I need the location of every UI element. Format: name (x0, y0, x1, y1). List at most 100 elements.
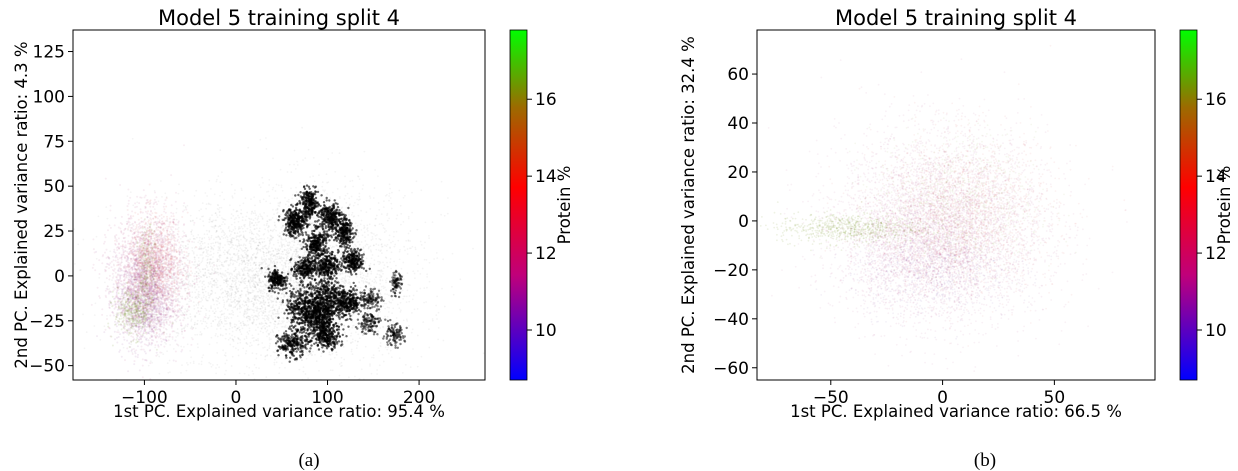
data-point (262, 295, 265, 298)
data-point (416, 290, 418, 293)
data-point (281, 259, 283, 262)
data-point (223, 231, 226, 234)
data-point (343, 336, 346, 339)
data-point (261, 314, 264, 317)
data-point (202, 256, 205, 259)
data-point (380, 276, 382, 279)
data-point (190, 325, 193, 328)
data-point (259, 281, 262, 284)
data-point (331, 369, 334, 372)
data-point (402, 298, 404, 300)
data-point (311, 222, 314, 225)
data-point (388, 217, 390, 220)
data-point (251, 370, 254, 373)
data-point (233, 247, 236, 250)
data-point (254, 281, 257, 284)
data-point (179, 307, 182, 310)
data-point (203, 283, 205, 286)
data-point (229, 277, 232, 280)
data-point (233, 192, 236, 195)
data-point (219, 316, 222, 319)
data-point (269, 267, 272, 270)
data-point (259, 138, 262, 141)
data-point (350, 195, 353, 198)
data-point (210, 365, 213, 368)
data-point (226, 292, 229, 295)
data-point (233, 275, 236, 277)
data-point (258, 230, 261, 233)
data-point (350, 350, 353, 353)
data-point (266, 316, 269, 319)
data-point (235, 236, 238, 239)
data-point (220, 275, 223, 278)
data-point (204, 290, 207, 293)
data-point (195, 304, 198, 306)
data-point (241, 227, 244, 230)
data-point (264, 261, 266, 263)
data-point (262, 288, 265, 291)
data-point (424, 241, 426, 244)
data-point (437, 311, 440, 314)
data-point (196, 323, 199, 325)
data-point (361, 313, 363, 316)
data-point (268, 347, 271, 350)
data-point (214, 225, 217, 228)
data-point (373, 281, 376, 284)
data-point (275, 300, 278, 302)
data-point (357, 175, 359, 178)
data-point (278, 255, 281, 258)
data-point (265, 280, 268, 282)
data-point (210, 254, 213, 256)
data-point (213, 268, 216, 270)
data-point (193, 305, 196, 307)
data-point (207, 269, 210, 272)
data-point (216, 352, 219, 354)
data-point (244, 263, 247, 265)
data-point (269, 354, 272, 357)
data-point (176, 328, 179, 330)
data-point (249, 220, 251, 223)
data-point (341, 272, 344, 275)
data-point (166, 362, 169, 365)
data-point (222, 313, 224, 316)
data-point (343, 331, 346, 334)
data-point (423, 301, 425, 304)
data-point (237, 273, 240, 275)
data-point (380, 289, 382, 291)
data-point (382, 317, 385, 320)
data-point (309, 176, 311, 178)
data-point (192, 360, 195, 363)
data-point (372, 244, 375, 247)
data-point (355, 331, 357, 334)
data-point (190, 320, 193, 322)
data-point (331, 352, 334, 355)
data-point (352, 185, 354, 188)
data-point (307, 148, 310, 151)
data-point (213, 227, 216, 229)
data-point (329, 358, 332, 361)
data-point (373, 278, 376, 281)
data-point (257, 291, 260, 293)
data-point (125, 292, 128, 295)
data-point (205, 255, 208, 257)
data-point (196, 333, 199, 336)
data-point (229, 204, 231, 207)
data-point (258, 288, 261, 290)
data-point (228, 253, 231, 255)
data-point (284, 197, 286, 199)
data-point (238, 326, 240, 329)
data-point (282, 316, 285, 319)
data-point (364, 240, 367, 242)
data-point (243, 224, 245, 227)
data-point (275, 357, 278, 359)
data-point (218, 210, 221, 213)
data-point (362, 276, 364, 279)
data-point (354, 375, 356, 378)
data-point (226, 285, 228, 288)
data-point (305, 357, 308, 360)
data-point (406, 248, 409, 250)
data-point (217, 175, 220, 178)
data-point (451, 252, 454, 255)
data-point (151, 293, 154, 295)
data-point (242, 320, 244, 323)
